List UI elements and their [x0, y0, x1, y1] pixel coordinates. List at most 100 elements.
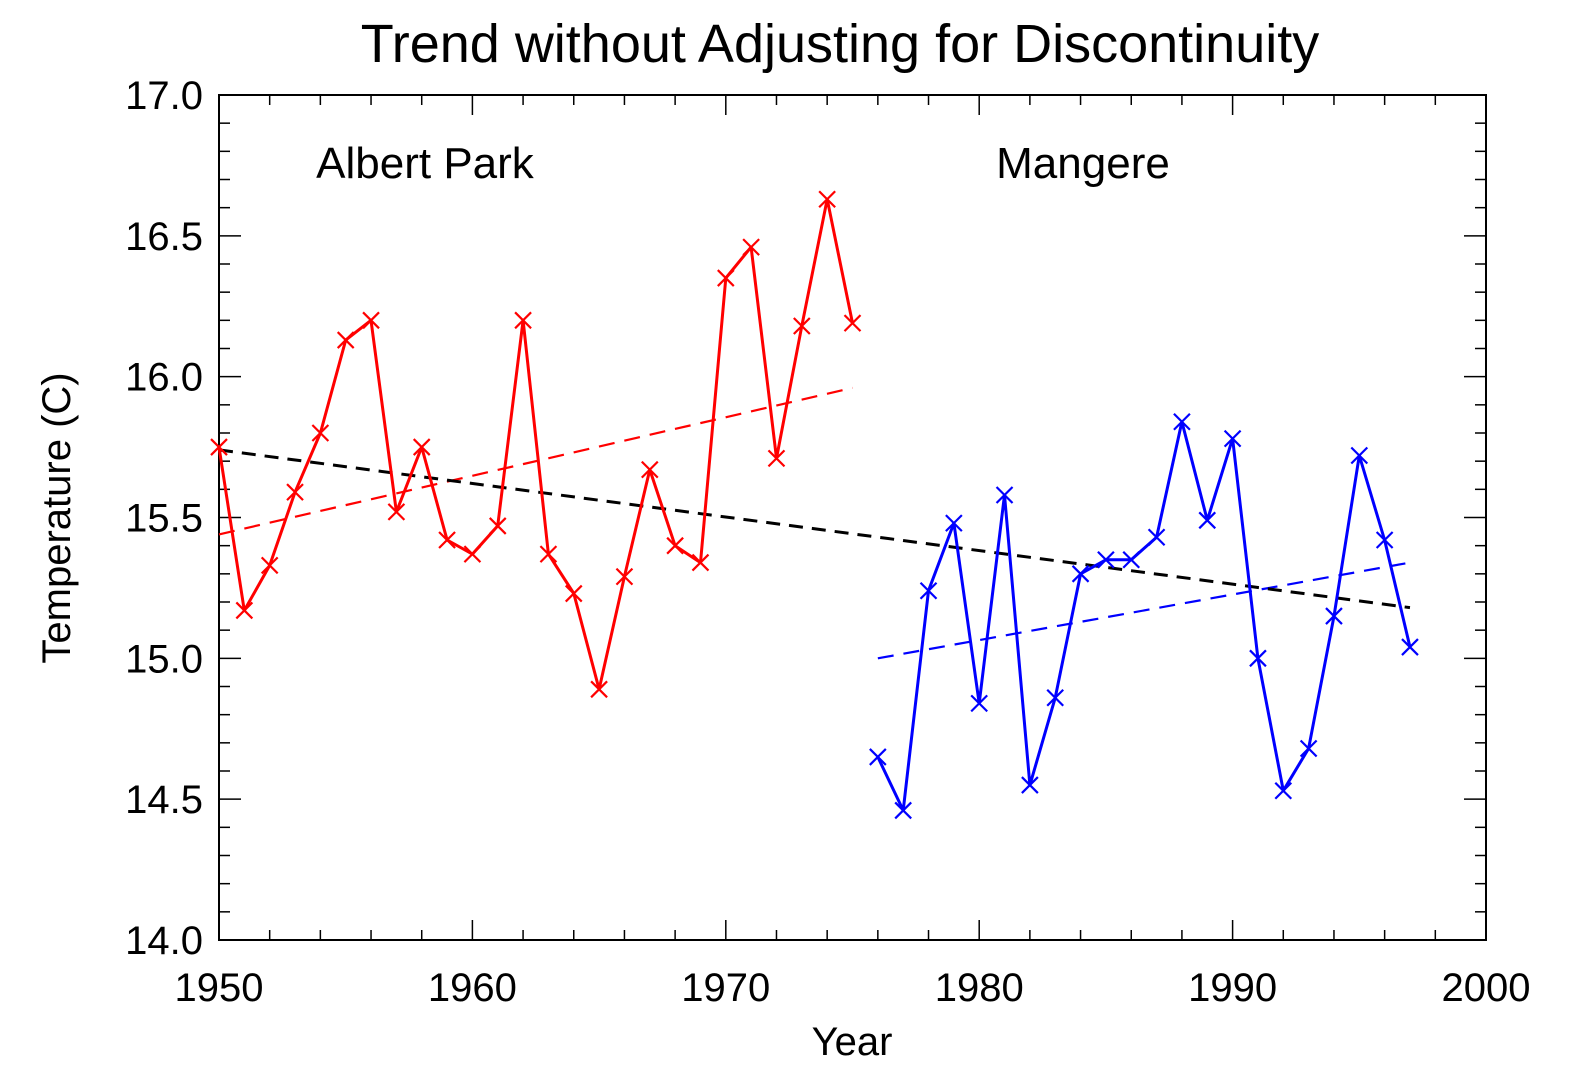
marker-stroke [1375, 531, 1394, 549]
marker-stroke [362, 311, 380, 330]
marker-stroke [742, 238, 760, 256]
x-tick-label: 1990 [1188, 966, 1277, 1010]
marker-stroke [1198, 511, 1217, 530]
trend-lines [218, 386, 1411, 660]
x-tick-label: 1960 [428, 966, 517, 1010]
marker-stroke [970, 694, 988, 713]
series-label-mangere: Mangere [996, 139, 1170, 188]
data-point-mangere [1375, 531, 1394, 549]
data-point-albert-park [438, 531, 456, 549]
marker-stroke [1147, 528, 1166, 546]
data-point-mangere [894, 801, 912, 820]
data-point-albert-park [387, 503, 406, 521]
data-point-albert-park [286, 483, 304, 501]
data-point-albert-park [742, 238, 760, 256]
chart-title: Trend without Adjusting for Discontinuit… [361, 14, 1319, 74]
data-point-albert-park [666, 536, 684, 555]
data-point-albert-park [793, 317, 811, 335]
marker-stroke [1274, 781, 1293, 800]
data-point-mangere [1173, 412, 1191, 431]
marker-stroke [412, 438, 431, 456]
data-point-albert-park [362, 311, 380, 330]
marker-stroke [767, 449, 786, 468]
marker-stroke [336, 331, 355, 349]
data-point-albert-park [260, 556, 279, 575]
marker-stroke [1325, 607, 1343, 625]
marker-stroke [1350, 446, 1369, 465]
data-point-mangere [1350, 446, 1369, 465]
data-point-albert-park [641, 460, 659, 479]
marker-stroke [995, 486, 1014, 504]
data-point-mangere [1223, 429, 1242, 448]
y-tick-label: 16.5 [125, 215, 203, 259]
x-tick-label: 2000 [1442, 966, 1531, 1010]
y-axis-label: Temperature (C) [35, 372, 79, 663]
marker-stroke [438, 531, 456, 549]
axis-ticks [218, 94, 1487, 941]
data-point-mangere [1325, 607, 1343, 625]
marker-stroke [641, 460, 659, 479]
data-point-albert-park [311, 424, 330, 442]
x-tick-label: 1980 [935, 966, 1024, 1010]
marker-stroke [919, 581, 938, 600]
data-point-mangere [1046, 688, 1064, 707]
marker-stroke [1249, 649, 1267, 668]
data-point-albert-park [615, 567, 634, 586]
data-point-albert-park [818, 190, 836, 208]
y-tick-label: 14.0 [125, 919, 203, 963]
data-point-mangere [1147, 528, 1166, 546]
data-point-albert-park [843, 314, 862, 332]
marker-stroke [210, 438, 228, 456]
data-point-albert-park [590, 680, 608, 699]
data-point-mangere [1401, 638, 1419, 656]
data-point-mangere [995, 486, 1014, 504]
plot-frame [218, 94, 1487, 941]
series-label-albert-park: Albert Park [316, 139, 535, 188]
data-point-mangere [1071, 565, 1090, 583]
data-point-mangere [970, 694, 988, 713]
data-point-albert-park [463, 545, 482, 563]
data-point-mangere [1122, 550, 1141, 569]
trend-line-albert-park-trend [218, 386, 853, 536]
y-tick-label: 17.0 [125, 74, 203, 118]
marker-stroke [717, 269, 735, 287]
marker-stroke [1046, 688, 1064, 707]
y-tick-label: 15.0 [125, 637, 203, 681]
marker-stroke [894, 801, 912, 820]
x-tick-label: 1950 [175, 966, 264, 1010]
data-point-mangere [1198, 511, 1217, 530]
marker-stroke [590, 680, 608, 699]
marker-stroke [1401, 638, 1419, 656]
marker-stroke [286, 483, 304, 501]
data-point-mangere [869, 748, 887, 766]
y-tick-labels: 14.0 14.5 15.0 15.5 16.0 16.5 17.0 [125, 74, 203, 963]
marker-stroke [311, 424, 330, 442]
marker-stroke [1299, 739, 1318, 758]
marker-stroke [1071, 565, 1090, 583]
marker-stroke [387, 503, 406, 521]
x-tick-label: 1970 [681, 966, 770, 1010]
marker-stroke [1122, 550, 1141, 569]
data-point-albert-park [717, 269, 735, 287]
marker-stroke [666, 536, 684, 555]
marker-stroke [260, 556, 279, 575]
data-point-albert-park [235, 601, 254, 620]
data-point-albert-park [412, 438, 431, 456]
x-axis-label: Year [812, 1020, 893, 1064]
series-line-mangere [876, 420, 1412, 812]
marker-stroke [488, 517, 507, 535]
marker-stroke [539, 545, 558, 563]
data-point-albert-park [336, 331, 355, 349]
data-point-mangere [919, 581, 938, 600]
data-point-mangere [945, 514, 963, 532]
marker-stroke [691, 553, 710, 572]
y-tick-label: 15.5 [125, 497, 203, 541]
marker-stroke [615, 567, 634, 586]
marker-stroke [463, 545, 482, 563]
marker-stroke [235, 601, 254, 620]
y-tick-label: 16.0 [125, 356, 203, 400]
data-point-albert-park [488, 517, 507, 535]
data-point-albert-park [691, 553, 710, 572]
marker-stroke [564, 584, 583, 603]
